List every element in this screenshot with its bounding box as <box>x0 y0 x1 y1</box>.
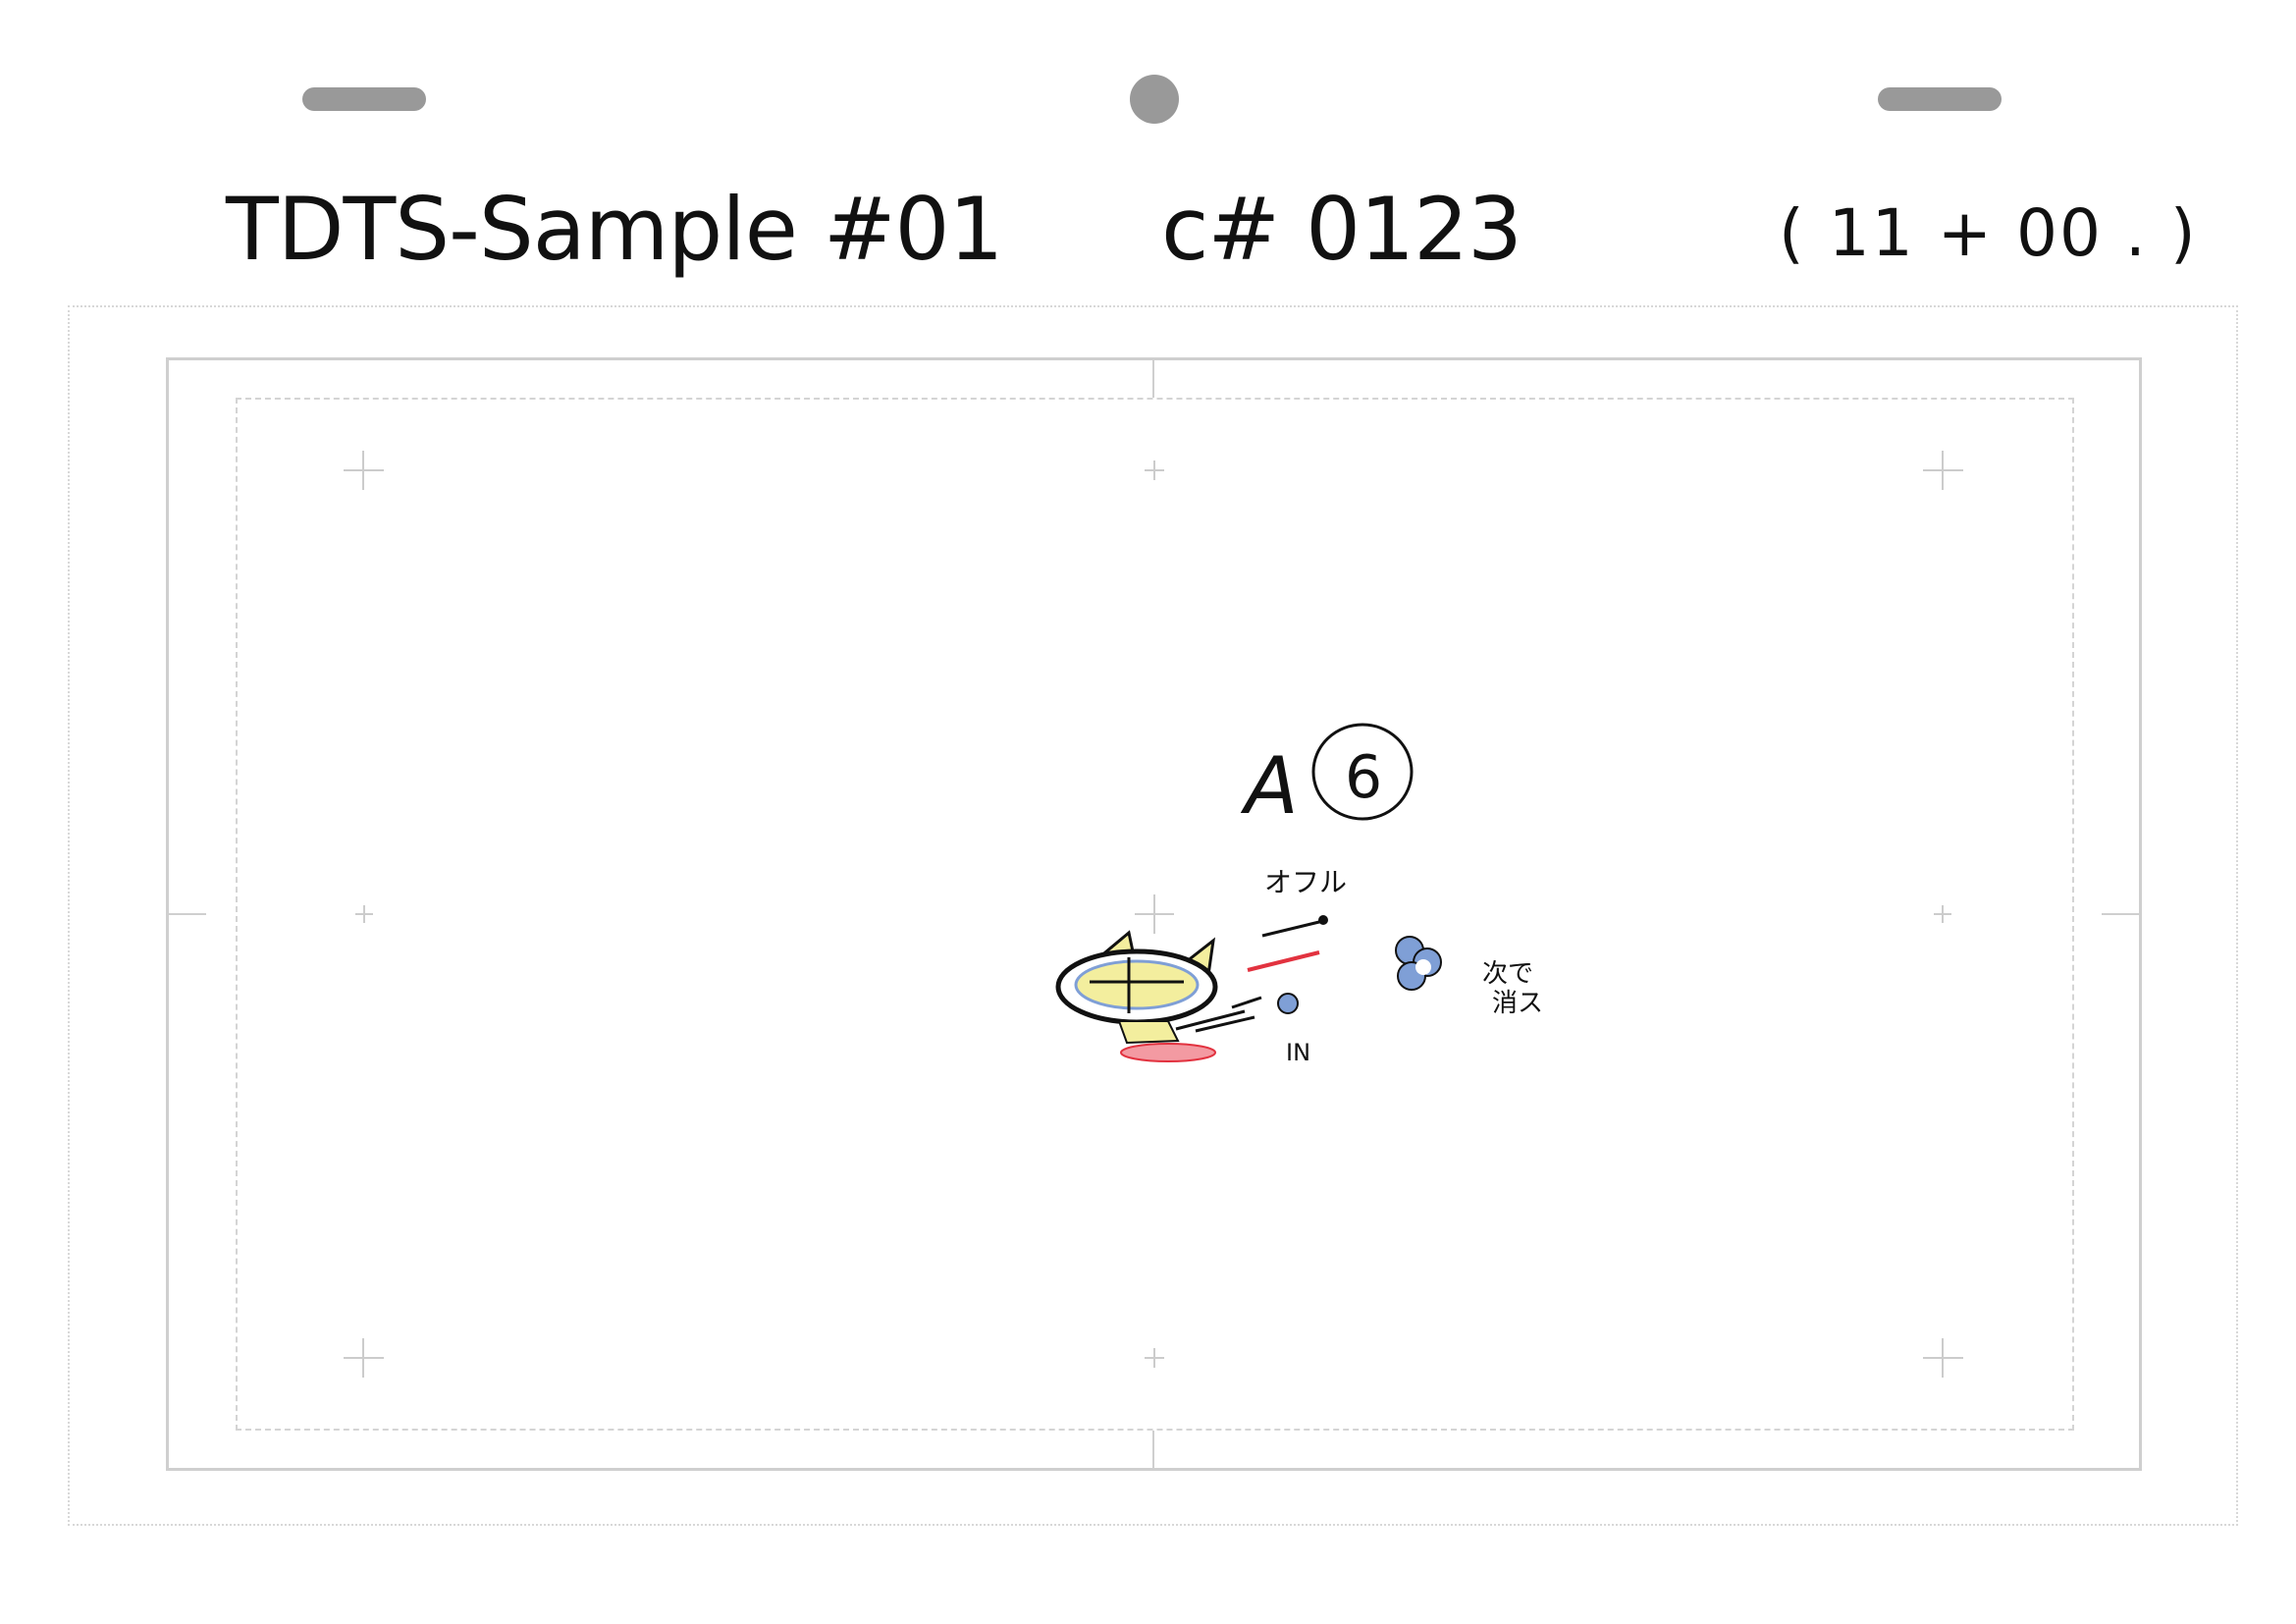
timing-field: ( 11 + 00 . ) <box>1779 195 2198 271</box>
cel-number-circle <box>1311 723 1414 821</box>
note-top: オフル <box>1264 866 1347 898</box>
motion-arrow <box>1261 915 1328 938</box>
crosshair-icon <box>1145 1348 1164 1368</box>
peg-hole-center-icon <box>1130 75 1179 124</box>
cut-number: c# 0123 <box>1161 179 1522 280</box>
character-sketch <box>1055 930 1299 1062</box>
crosshair-icon <box>1145 460 1164 480</box>
crosshair-icon <box>344 1338 384 1378</box>
cloud-effect <box>1395 936 1442 991</box>
cel-letter: A <box>1240 740 1299 832</box>
peg-slot-left-icon <box>302 87 426 111</box>
safe-area-frame <box>236 398 2074 1431</box>
crosshair-icon <box>1135 894 1174 934</box>
peg-slot-right-icon <box>1878 87 2002 111</box>
frame-center-ticks <box>166 357 2142 1471</box>
note-in: IN <box>1286 1039 1310 1066</box>
crosshair-icon <box>355 905 373 923</box>
red-line <box>1247 950 1320 972</box>
sheet-title: TDTS-Sample #01 <box>226 179 1004 280</box>
note-right-2: 消ス <box>1492 989 1543 1018</box>
cel-label: A 6 <box>1240 723 1414 832</box>
cel-number: 6 <box>1345 743 1382 812</box>
crosshair-icon <box>1923 1338 1963 1378</box>
crosshair-icon <box>1923 451 1963 490</box>
note-right-1: 次で <box>1482 959 1533 989</box>
crosshair-icon <box>344 451 384 490</box>
outer-dotted-border <box>68 305 2238 1526</box>
crosshair-icon <box>1934 905 1951 923</box>
